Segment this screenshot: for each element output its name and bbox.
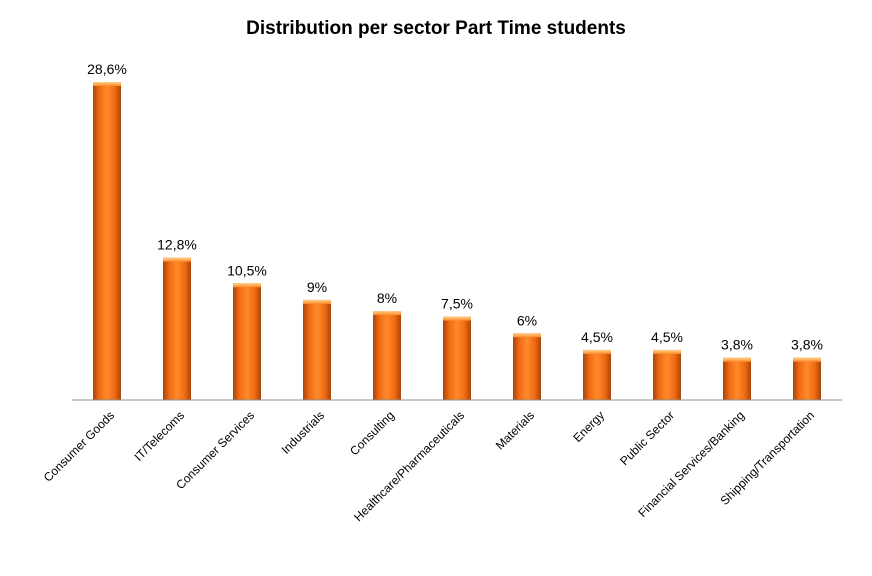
data-label-4: 8% xyxy=(377,290,397,306)
data-label-5: 7,5% xyxy=(441,296,473,312)
bar-top-6 xyxy=(513,333,541,338)
bar-top-2 xyxy=(233,283,261,288)
bar-5 xyxy=(443,316,471,400)
category-label-3: Industrials xyxy=(279,408,328,457)
bar-4 xyxy=(373,311,401,400)
bar-top-5 xyxy=(443,316,471,321)
bar-6 xyxy=(513,333,541,400)
bar-top-9 xyxy=(723,357,751,362)
category-label-4: Consulting xyxy=(347,408,397,458)
data-label-6: 6% xyxy=(517,312,537,328)
bar-9 xyxy=(723,357,751,400)
data-label-9: 3,8% xyxy=(721,337,753,353)
bar-top-8 xyxy=(653,349,681,354)
data-label-8: 4,5% xyxy=(651,329,683,345)
bar-top-3 xyxy=(303,299,331,304)
data-label-10: 3,8% xyxy=(791,337,823,353)
category-label-8: Public Sector xyxy=(617,408,677,468)
bar-8 xyxy=(653,349,681,400)
data-label-1: 12,8% xyxy=(157,237,197,253)
category-label-1: IT/Telecoms xyxy=(131,408,187,464)
bar-top-0 xyxy=(93,82,121,86)
category-label-2: Consumer Services xyxy=(173,408,257,492)
bar-3 xyxy=(303,299,331,400)
bar-10 xyxy=(793,357,821,400)
bar-top-1 xyxy=(163,257,191,262)
bar-2 xyxy=(233,283,261,400)
bar-7 xyxy=(583,349,611,400)
data-label-7: 4,5% xyxy=(581,329,613,345)
bar-1 xyxy=(163,257,191,400)
bar-top-7 xyxy=(583,349,611,354)
chart-title: Distribution per sector Part Time studen… xyxy=(246,18,626,39)
data-label-0: 28,6% xyxy=(87,61,127,77)
category-label-7: Energy xyxy=(570,408,607,445)
bar-0 xyxy=(93,82,121,400)
category-label-0: Consumer Goods xyxy=(41,408,117,484)
bar-top-10 xyxy=(793,357,821,362)
data-label-2: 10,5% xyxy=(227,262,267,278)
category-label-6: Materials xyxy=(493,408,537,452)
data-label-3: 9% xyxy=(307,279,327,295)
bar-top-4 xyxy=(373,311,401,316)
